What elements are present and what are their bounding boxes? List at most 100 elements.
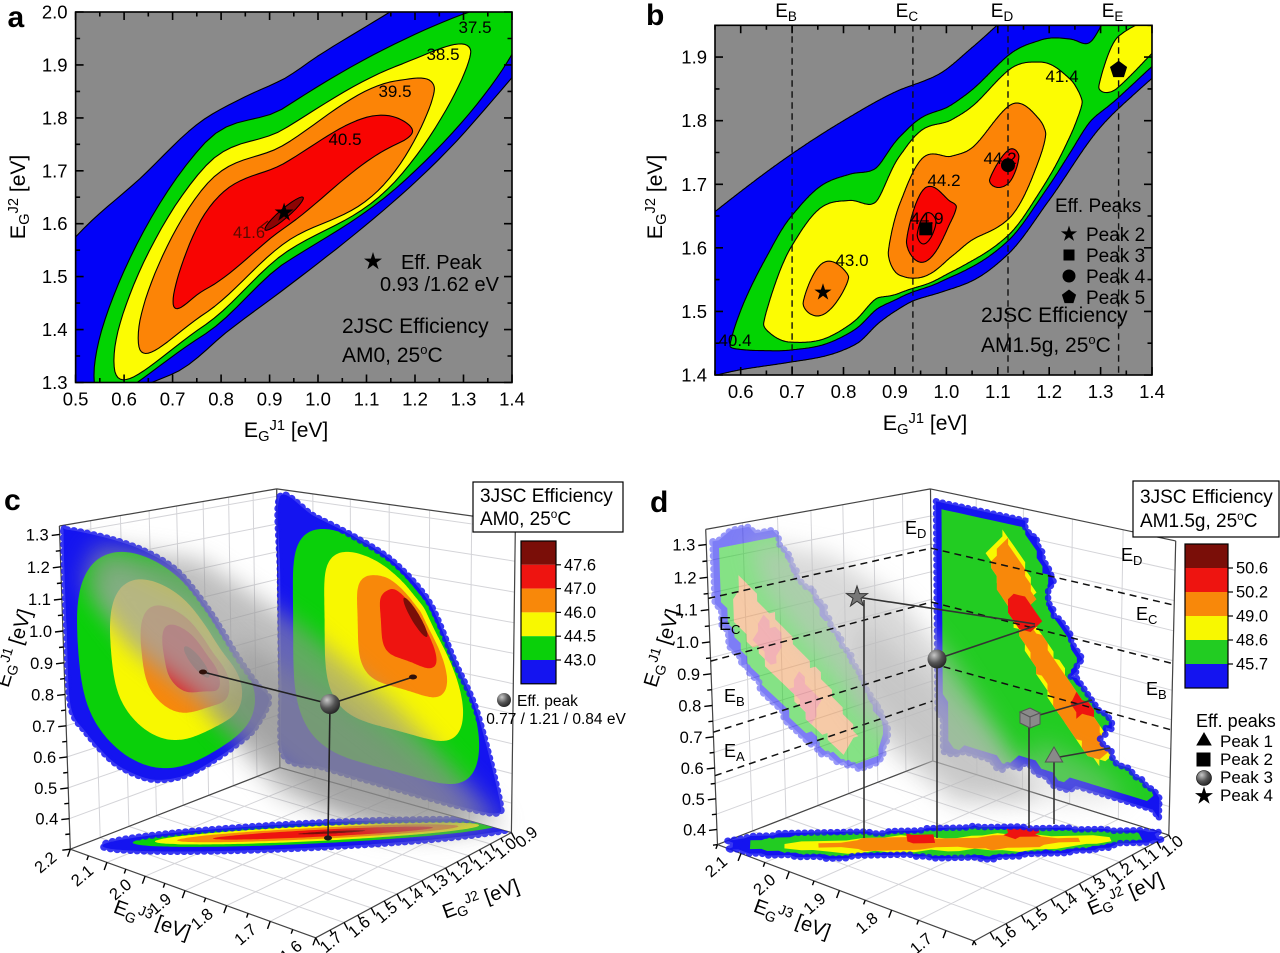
- svg-text:1.0: 1.0: [1158, 832, 1187, 861]
- svg-text:2.1: 2.1: [68, 862, 97, 891]
- svg-text:44.2: 44.2: [983, 149, 1016, 168]
- svg-text:EA: EA: [724, 741, 745, 764]
- svg-text:1.6: 1.6: [681, 237, 707, 258]
- svg-text:1.2: 1.2: [402, 389, 428, 410]
- svg-text:0.9: 0.9: [677, 666, 700, 684]
- svg-text:EC: EC: [896, 1, 919, 24]
- svg-text:0.77 / 1.21 / 0.84 eV: 0.77 / 1.21 / 0.84 eV: [486, 711, 626, 728]
- svg-text:1.4: 1.4: [681, 365, 707, 386]
- svg-text:2.2: 2.2: [31, 849, 60, 878]
- svg-text:45.7: 45.7: [1236, 656, 1268, 674]
- svg-text:44.9: 44.9: [910, 209, 943, 228]
- svg-text:48.6: 48.6: [1236, 632, 1268, 650]
- svg-text:EGJ1 [eV]: EGJ1 [eV]: [244, 418, 329, 445]
- svg-text:44.5: 44.5: [564, 628, 596, 646]
- svg-text:44.2: 44.2: [927, 171, 960, 190]
- svg-text:Peak 4: Peak 4: [1086, 267, 1146, 288]
- svg-text:Peak 4: Peak 4: [1220, 786, 1273, 805]
- svg-text:1.9: 1.9: [42, 54, 68, 75]
- svg-text:0.4: 0.4: [683, 821, 706, 839]
- svg-text:40.5: 40.5: [328, 130, 361, 149]
- svg-text:1.6: 1.6: [42, 213, 68, 234]
- svg-text:ED: ED: [1121, 545, 1142, 568]
- svg-text:Peak 3: Peak 3: [1220, 768, 1273, 787]
- svg-text:0.8: 0.8: [678, 698, 701, 716]
- svg-text:Eff. Peak: Eff. Peak: [401, 252, 483, 274]
- svg-text:0.6: 0.6: [728, 381, 754, 402]
- svg-text:a: a: [8, 1, 25, 34]
- svg-text:Peak 2: Peak 2: [1220, 750, 1273, 769]
- svg-text:3JSC Efficiency: 3JSC Efficiency: [1140, 487, 1273, 508]
- svg-text:0.6: 0.6: [111, 389, 137, 410]
- svg-text:1.3: 1.3: [26, 526, 49, 544]
- svg-text:38.5: 38.5: [426, 45, 459, 64]
- svg-text:EGJ2 [eV]: EGJ2 [eV]: [643, 155, 670, 240]
- svg-text:0.7: 0.7: [160, 389, 186, 410]
- svg-text:1.0: 1.0: [29, 623, 52, 641]
- svg-text:39.5: 39.5: [378, 82, 411, 101]
- svg-text:47.6: 47.6: [564, 556, 596, 574]
- svg-text:0.93 /1.62 eV: 0.93 /1.62 eV: [380, 274, 500, 296]
- svg-text:46.0: 46.0: [564, 604, 596, 622]
- svg-text:AM1.5g, 25oC: AM1.5g, 25oC: [1140, 509, 1257, 532]
- svg-text:1.1: 1.1: [675, 602, 698, 620]
- svg-text:1.7: 1.7: [907, 930, 936, 953]
- svg-text:0.7: 0.7: [779, 381, 805, 402]
- svg-text:0.9: 0.9: [30, 655, 53, 673]
- svg-text:2.0: 2.0: [750, 871, 779, 900]
- svg-text:EB: EB: [1146, 679, 1167, 702]
- svg-text:1.7: 1.7: [681, 174, 707, 195]
- svg-text:1.5: 1.5: [1022, 906, 1051, 935]
- svg-text:Peak 5: Peak 5: [1086, 288, 1145, 309]
- svg-text:43.0: 43.0: [564, 652, 596, 670]
- svg-text:1.3: 1.3: [672, 537, 695, 555]
- svg-text:1.0: 1.0: [305, 389, 331, 410]
- svg-text:EGJ2 [eV]: EGJ2 [eV]: [6, 155, 33, 240]
- svg-text:0.6: 0.6: [681, 760, 704, 778]
- svg-text:1.0: 1.0: [934, 381, 960, 402]
- svg-text:1.0: 1.0: [676, 634, 699, 652]
- svg-text:AM0, 25oC: AM0, 25oC: [342, 342, 443, 367]
- svg-text:1.4: 1.4: [499, 389, 525, 410]
- svg-text:1.1: 1.1: [985, 381, 1011, 402]
- svg-text:1.4: 1.4: [398, 885, 427, 914]
- svg-text:40.4: 40.4: [718, 331, 751, 350]
- svg-text:c: c: [4, 484, 21, 517]
- svg-text:Peak 3: Peak 3: [1086, 246, 1145, 267]
- svg-text:43.0: 43.0: [835, 251, 868, 270]
- svg-text:1.5: 1.5: [42, 266, 68, 287]
- svg-text:1.3: 1.3: [42, 372, 68, 393]
- svg-text:Eff. peaks: Eff. peaks: [1196, 711, 1276, 731]
- svg-text:1.8: 1.8: [188, 905, 217, 934]
- svg-text:1.2: 1.2: [674, 569, 697, 587]
- svg-text:49.0: 49.0: [1236, 608, 1268, 626]
- svg-text:ED: ED: [991, 1, 1014, 24]
- svg-text:1.3: 1.3: [451, 389, 477, 410]
- svg-text:0.8: 0.8: [208, 389, 234, 410]
- svg-text:0.5: 0.5: [63, 389, 89, 410]
- svg-text:1.5: 1.5: [681, 301, 707, 322]
- svg-text:Peak 1: Peak 1: [1220, 732, 1273, 751]
- svg-text:0.5: 0.5: [34, 780, 57, 798]
- svg-text:0.4: 0.4: [35, 811, 58, 829]
- svg-text:b: b: [646, 0, 664, 32]
- svg-text:d: d: [650, 486, 668, 519]
- svg-text:2.1: 2.1: [702, 853, 731, 882]
- svg-text:Eff. Peaks: Eff. Peaks: [1055, 196, 1141, 217]
- svg-text:1.1: 1.1: [354, 389, 380, 410]
- svg-text:47.0: 47.0: [564, 580, 596, 598]
- svg-text:EC: EC: [1136, 604, 1157, 627]
- svg-text:ED: ED: [905, 518, 926, 541]
- svg-text:1.8: 1.8: [42, 107, 68, 128]
- svg-text:41.4: 41.4: [1045, 67, 1078, 86]
- svg-text:1.2: 1.2: [27, 559, 50, 577]
- svg-text:1.9: 1.9: [681, 47, 707, 68]
- svg-text:1.7: 1.7: [42, 160, 68, 181]
- svg-text:1.4: 1.4: [1139, 381, 1165, 402]
- svg-text:2JSC Efficiency: 2JSC Efficiency: [342, 315, 489, 338]
- svg-text:EGJ1 [eV]: EGJ1 [eV]: [883, 411, 968, 438]
- svg-text:0.9: 0.9: [882, 381, 908, 402]
- svg-text:0.8: 0.8: [31, 686, 54, 704]
- svg-text:Eff. peak: Eff. peak: [517, 693, 578, 710]
- svg-text:1.3: 1.3: [1088, 381, 1114, 402]
